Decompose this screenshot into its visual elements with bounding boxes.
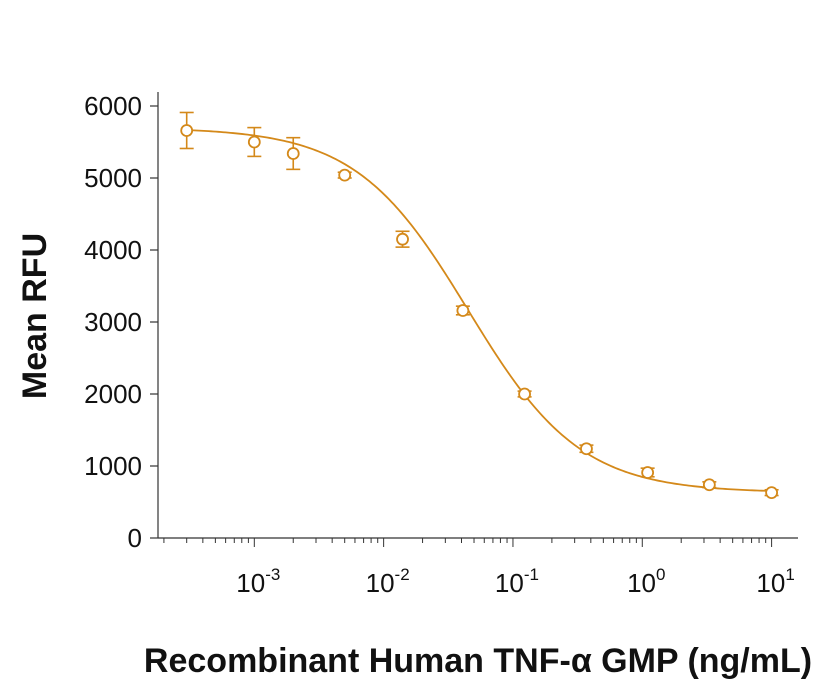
y-axis-label: Mean RFU [16,233,54,399]
data-point-marker [286,147,300,160]
data-point [517,387,532,401]
data-point-marker [580,442,593,456]
y-tick-label: 4000 [84,235,142,265]
data-point [286,136,301,171]
data-point [640,466,655,479]
data-point-marker [396,232,409,246]
data-points-layer [179,111,779,500]
data-point [337,168,352,182]
data-point-marker [518,387,531,401]
data-point-marker [456,304,470,317]
x-tick-label: 10-1 [495,565,539,598]
data-point [579,442,594,456]
fit-curve-layer [186,129,772,492]
axes [157,92,798,539]
x-tick-label: 100 [627,565,665,598]
data-point-marker [641,466,655,479]
data-point-marker [702,478,716,492]
y-tick-label: 1000 [84,451,142,481]
data-point-marker [765,486,779,500]
data-point [455,304,470,317]
y-tick-label: 6000 [84,91,142,121]
data-point [247,126,262,158]
fit-curve [186,129,772,492]
y-tick-label: 2000 [84,379,142,409]
data-point-marker [247,135,261,149]
data-point [179,111,194,150]
data-point [702,478,717,492]
y-tick-label: 3000 [84,307,142,337]
data-point [764,486,779,500]
y-tick-label: 0 [128,523,142,553]
x-axis-label: Recombinant Human TNF-α GMP (ng/mL) [144,642,812,680]
data-point-marker [180,124,194,137]
y-tick-label: 5000 [84,163,142,193]
x-tick-label: 10-3 [236,565,280,598]
data-point [395,230,410,248]
x-tick-label: 101 [756,565,794,598]
axis-ticks: 0 1000 2000 3000 4000 5000 6000 10-3 10-2 10-1 100… [84,91,795,598]
x-tick-label: 10-2 [366,565,410,598]
data-point-marker [338,168,352,182]
